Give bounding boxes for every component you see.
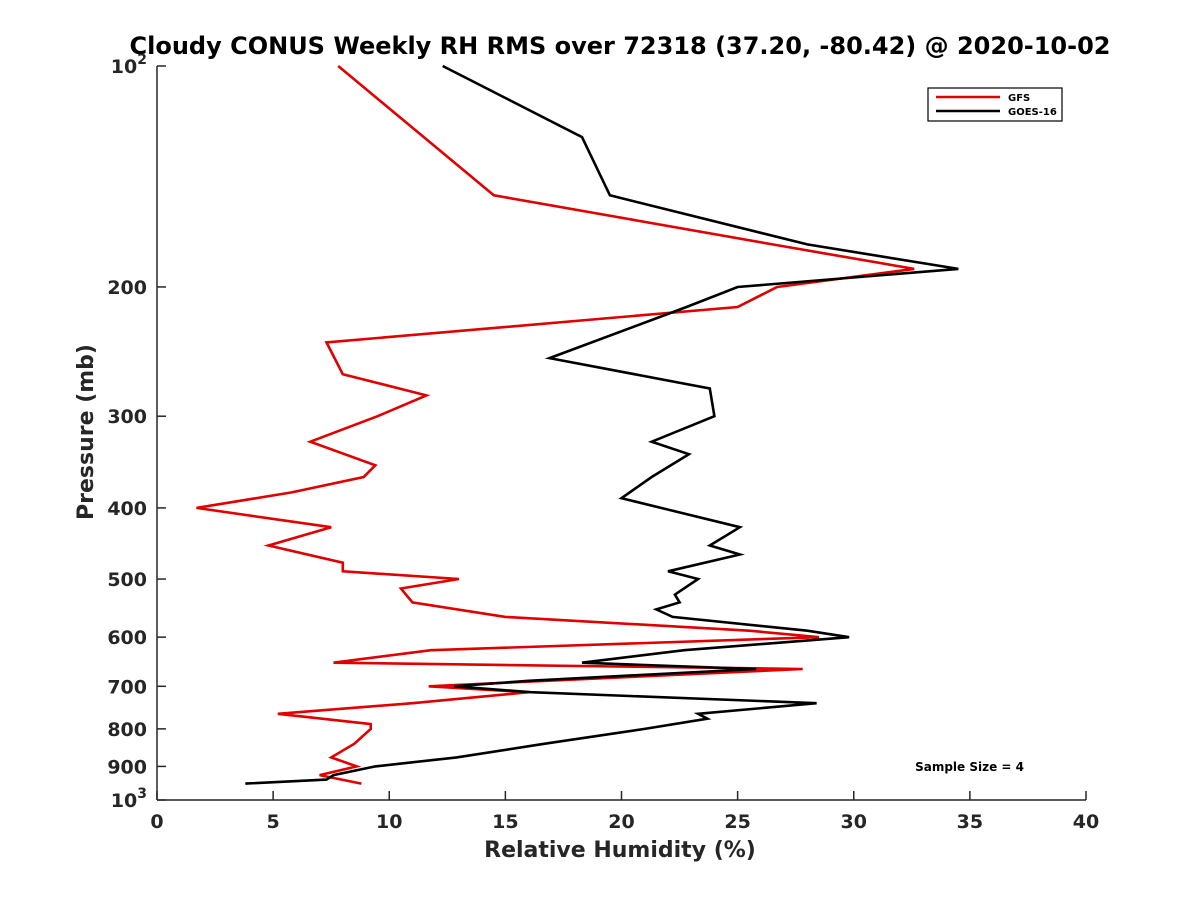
x-tick-label: 25 bbox=[724, 811, 750, 833]
y-tick-label: 600 bbox=[107, 627, 147, 649]
y-tick-label: 400 bbox=[107, 498, 147, 520]
x-tick-label: 20 bbox=[608, 811, 634, 833]
x-tick-label: 5 bbox=[267, 811, 280, 833]
y-tick-label: 103 bbox=[111, 786, 147, 812]
x-axis-label: Relative Humidity (%) bbox=[484, 838, 756, 863]
series-line-goes-16 bbox=[245, 64, 959, 785]
x-tick-label: 15 bbox=[492, 811, 518, 833]
y-tick-label: 800 bbox=[107, 719, 147, 741]
x-tick-label: 35 bbox=[957, 811, 983, 833]
sample-size-annotation: Sample Size = 4 bbox=[915, 760, 1024, 774]
x-tick-label: 10 bbox=[376, 811, 402, 833]
y-tick-label: 300 bbox=[107, 406, 147, 428]
plot-area: 0 5 10 15 20 25 30 35 40 102 200 300 400 500 600 700 800… bbox=[107, 52, 1099, 833]
y-tick-label: 200 bbox=[107, 277, 147, 299]
x-tick-label: 0 bbox=[150, 811, 163, 833]
x-tick-label: 30 bbox=[841, 811, 867, 833]
legend: GFS GOES-16 bbox=[927, 87, 1063, 122]
legend-box bbox=[927, 87, 1063, 122]
chart-title: Cloudy CONUS Weekly RH RMS over 72318 (3… bbox=[130, 32, 1111, 60]
legend-label: GFS bbox=[1008, 93, 1030, 104]
series-line-gfs bbox=[196, 65, 915, 785]
legend-label: GOES-16 bbox=[1008, 107, 1057, 118]
y-axis-label: Pressure (mb) bbox=[74, 344, 99, 520]
y-tick-label: 900 bbox=[107, 756, 147, 778]
y-tick-label: 102 bbox=[111, 52, 147, 78]
y-tick-label: 500 bbox=[107, 569, 147, 591]
y-tick-label: 700 bbox=[107, 676, 147, 698]
x-tick-label: 40 bbox=[1073, 811, 1099, 833]
